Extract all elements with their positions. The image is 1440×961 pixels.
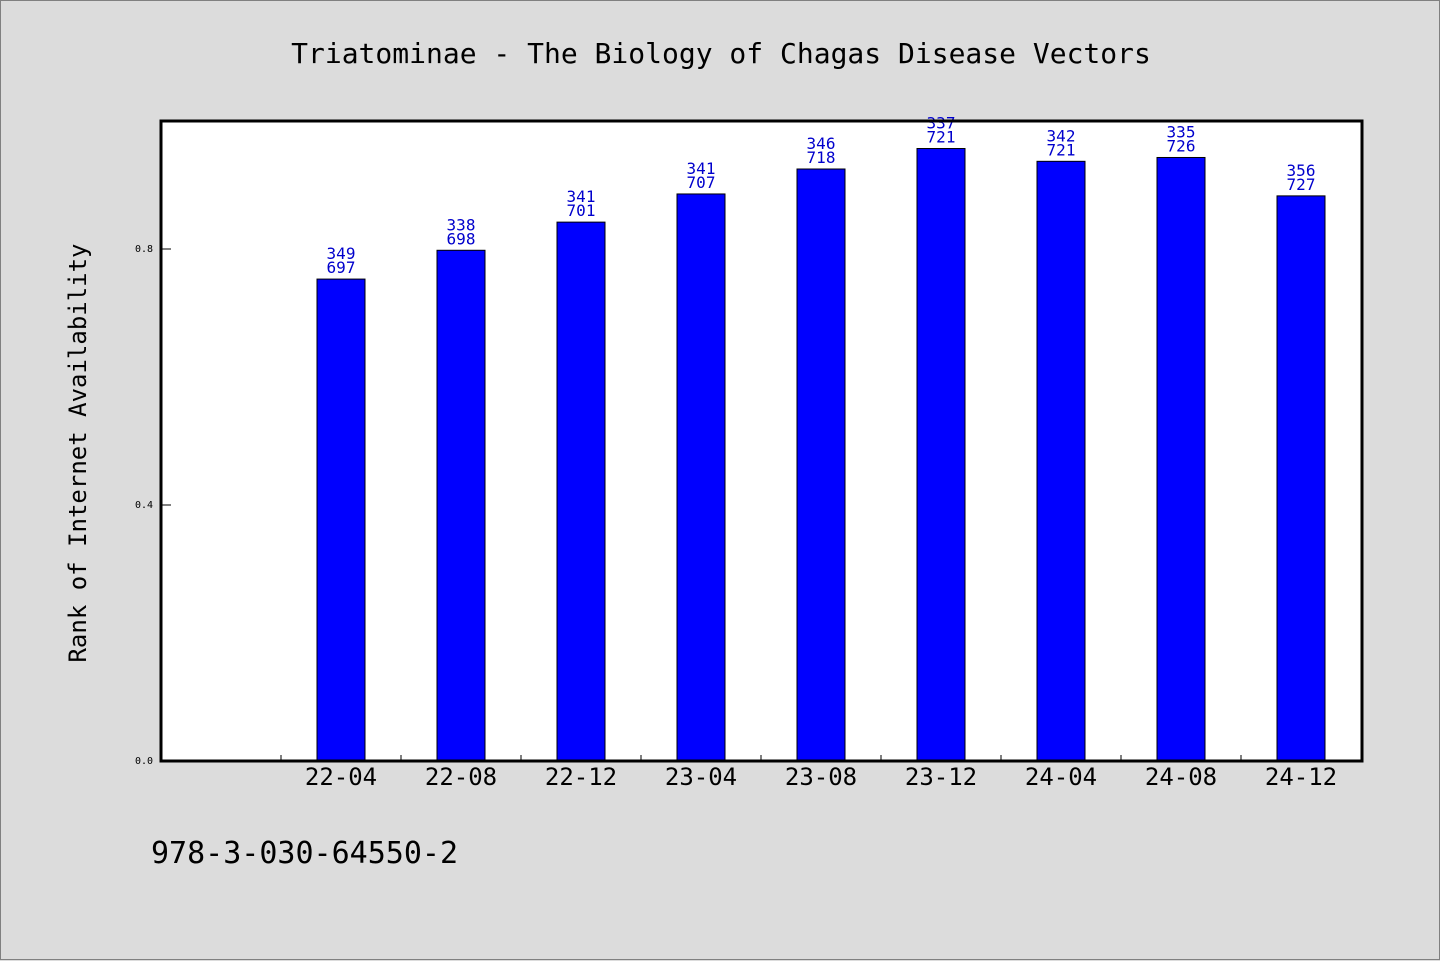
- data-label-top: 337: [927, 114, 956, 133]
- data-label-top: 346: [807, 134, 836, 153]
- data-label-top: 349: [327, 244, 356, 263]
- x-tick-label: 22-04: [305, 763, 377, 791]
- y-axis-label: Rank of Internet Availability: [64, 243, 92, 662]
- data-label-top: 335: [1167, 122, 1196, 141]
- data-label-bottom: 697: [327, 258, 356, 277]
- data-label-top: 341: [687, 159, 716, 178]
- bar-24-12: [1276, 195, 1326, 762]
- plot-border: [159, 119, 1364, 763]
- axes-layer: 22-04 22-08 22-12 23-04 23-08 23-12 24-04 24-08…: [135, 244, 1337, 791]
- y-tick-label: 0.4: [135, 500, 153, 511]
- bar-24-08: [1156, 156, 1206, 762]
- bar-23-04: [676, 193, 726, 762]
- bar-24-04: [1036, 160, 1086, 762]
- data-label-bottom: 727: [1287, 175, 1316, 194]
- data-label-top: 342: [1047, 126, 1076, 145]
- y-tick-label: 0.8: [135, 244, 153, 255]
- bar-23-12: [916, 148, 966, 762]
- chart-title: Triatominae - The Biology of Chagas Dise…: [291, 37, 1151, 70]
- data-label-bottom: 721: [927, 128, 956, 147]
- data-label-bottom: 721: [1047, 140, 1076, 159]
- data-label-bottom: 707: [687, 173, 716, 192]
- x-tick-label: 23-04: [665, 763, 737, 791]
- y-tick-label: 0.0: [135, 756, 153, 767]
- x-tick-label: 24-12: [1265, 763, 1337, 791]
- x-tick-label: 22-12: [545, 763, 617, 791]
- data-label-top: 341: [567, 187, 596, 206]
- bar-22-08: [436, 249, 486, 762]
- x-tick-label: 23-08: [785, 763, 857, 791]
- data-label-top: 356: [1287, 161, 1316, 180]
- data-label-bottom: 718: [807, 148, 836, 167]
- x-tick-label: 24-08: [1145, 763, 1217, 791]
- data-label-bottom: 698: [447, 229, 476, 248]
- bar-23-08: [796, 168, 846, 762]
- isbn-footer: 978-3-030-64550-2: [151, 836, 458, 871]
- data-label-bottom: 701: [567, 201, 596, 220]
- bars-layer: [316, 148, 1326, 762]
- data-label-bottom: 726: [1167, 136, 1196, 155]
- bar-22-12: [556, 221, 606, 762]
- x-tick-label: 24-04: [1025, 763, 1097, 791]
- bar-22-04: [316, 278, 366, 762]
- x-tick-label: 23-12: [905, 763, 977, 791]
- data-label-top: 338: [447, 215, 476, 234]
- x-tick-label: 22-08: [425, 763, 497, 791]
